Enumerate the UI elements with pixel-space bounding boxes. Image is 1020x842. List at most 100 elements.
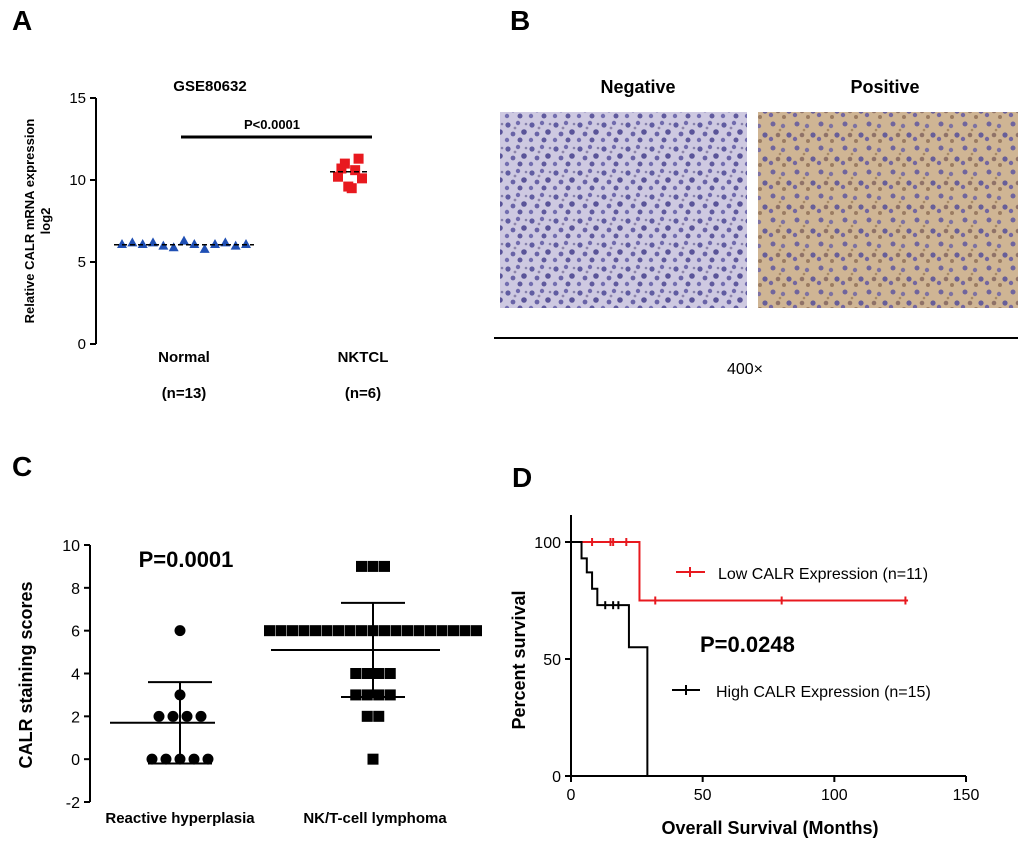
legend-label-low: Low CALR Expression (n=11) — [718, 566, 928, 583]
panel-d-ytick-label: 0 — [552, 769, 561, 786]
survival-curve-low — [571, 541, 909, 602]
panel-c-point — [153, 710, 165, 722]
panel-a-ytick-label: 15 — [69, 90, 86, 107]
panel-c-point — [298, 625, 310, 637]
panel-d-xtick-label: 100 — [821, 787, 848, 804]
panel-c-point — [350, 689, 362, 701]
panel-c-point — [321, 625, 333, 637]
panel-letter-d: D — [512, 462, 532, 493]
panel-c-ytick-label: 2 — [71, 709, 80, 726]
panel-c-point — [425, 625, 436, 637]
ihc-image-positive — [758, 112, 1018, 308]
panel-a-point — [199, 243, 210, 253]
panel-d-xtick-label: 150 — [953, 787, 980, 804]
panel-c-point — [344, 625, 356, 637]
panel-a-point — [168, 242, 179, 252]
panel-c-point — [448, 625, 459, 637]
panel-c-point — [188, 753, 200, 765]
panel-c-point — [356, 625, 367, 637]
panel-c-point — [264, 625, 275, 637]
panel-a-point — [179, 235, 189, 245]
panel-a-point — [241, 238, 251, 248]
panel-letter-b: B — [510, 5, 530, 36]
panel-c-point — [436, 625, 448, 637]
panel-c-category-reactive: Reactive hyperplasia — [105, 810, 255, 827]
panel-c-point — [202, 753, 214, 765]
panel-a-ytick-label: 10 — [69, 172, 86, 189]
panel-c-point — [413, 625, 425, 637]
panel-a-point — [333, 171, 343, 182]
panel-a-chart: GSE80632 Relative CALR mRNA expression l… — [22, 78, 388, 402]
panel-c-point — [361, 668, 373, 679]
panel-a-category-normal: Normal — [158, 349, 210, 366]
panel-d-xtick-label: 50 — [694, 787, 712, 804]
ihc-image-negative — [500, 112, 747, 308]
panel-a-point — [189, 238, 200, 248]
panel-c-point — [361, 689, 373, 701]
panel-c-point — [275, 625, 287, 637]
panel-c-pvalue: P=0.0001 — [139, 547, 234, 572]
panel-c-point — [287, 625, 298, 637]
panel-c-point — [384, 668, 396, 679]
panel-letter-c: C — [12, 451, 32, 482]
panel-c-point — [160, 753, 172, 765]
panel-a-point — [357, 173, 367, 184]
panel-c-ylabel: CALR staining scores — [16, 581, 36, 768]
panel-a-count-normal: (n=13) — [162, 385, 207, 402]
panel-c-ytick-label: 6 — [71, 624, 80, 641]
panel-c-category-lymphoma: NK/T-cell lymphoma — [303, 810, 447, 827]
panel-d-ylabel: Percent survival — [509, 590, 529, 729]
panel-d-xtick-label: 0 — [567, 787, 576, 804]
panel-c-point — [367, 560, 379, 572]
panel-c-point — [333, 625, 344, 637]
panel-c-point — [373, 689, 385, 701]
panel-d-chart: Percent survival Overall Survival (Month… — [509, 515, 979, 838]
panel-c-point — [367, 753, 379, 765]
panel-a-ylabel-line1: Relative CALR mRNA expression — [22, 119, 37, 324]
panel-b-magnification: 400× — [727, 361, 763, 378]
panel-c-point — [459, 625, 471, 637]
survival-curve-high — [571, 541, 649, 776]
panel-a-point — [137, 238, 148, 248]
panel-c-point — [310, 625, 321, 637]
panel-b-label-negative: Negative — [600, 77, 675, 97]
panel-a-point — [210, 238, 220, 248]
panel-c-point — [373, 668, 385, 679]
panel-a-ytick-label: 5 — [78, 254, 86, 271]
panel-letter-a: A — [12, 5, 32, 36]
panel-a-point — [350, 165, 361, 176]
panel-c-point — [174, 625, 186, 637]
panel-c-point — [379, 625, 390, 637]
panel-b-images: Negative Positive 400× — [494, 77, 1018, 378]
panel-a-point — [117, 238, 127, 248]
panel-a-category-nktcl: NKTCL — [338, 349, 389, 366]
panel-a-title: GSE80632 — [173, 78, 246, 95]
panel-d-pvalue: P=0.0248 — [700, 632, 795, 657]
panel-a-point — [346, 183, 357, 194]
panel-c-point — [402, 625, 413, 637]
panel-c-point — [181, 710, 193, 722]
panel-c-point — [167, 710, 179, 722]
panel-c-point — [356, 560, 367, 572]
panel-a-ytick-label: 0 — [78, 336, 86, 353]
panel-d-ytick-label: 50 — [543, 652, 561, 669]
panel-c-point — [361, 710, 373, 722]
panel-c-ytick-label: -2 — [66, 795, 80, 812]
panel-c-ytick-label: 4 — [71, 667, 80, 684]
panel-c-point — [390, 625, 402, 637]
panel-c-point — [471, 625, 482, 637]
panel-c-point — [379, 560, 390, 572]
panel-c-ytick-label: 0 — [71, 752, 80, 769]
panel-c-point — [373, 710, 385, 722]
panel-d-xlabel: Overall Survival (Months) — [661, 818, 878, 838]
panel-c-point — [146, 753, 158, 765]
panel-a-pvalue: P<0.0001 — [244, 117, 300, 132]
legend-label-high: High CALR Expression (n=15) — [716, 684, 931, 701]
panel-c-point — [350, 668, 362, 679]
panel-b-label-positive: Positive — [850, 77, 919, 97]
panel-c-point — [195, 710, 207, 722]
panel-a-ylabel-line2: log2 — [38, 208, 53, 235]
panel-a-point — [339, 158, 350, 169]
